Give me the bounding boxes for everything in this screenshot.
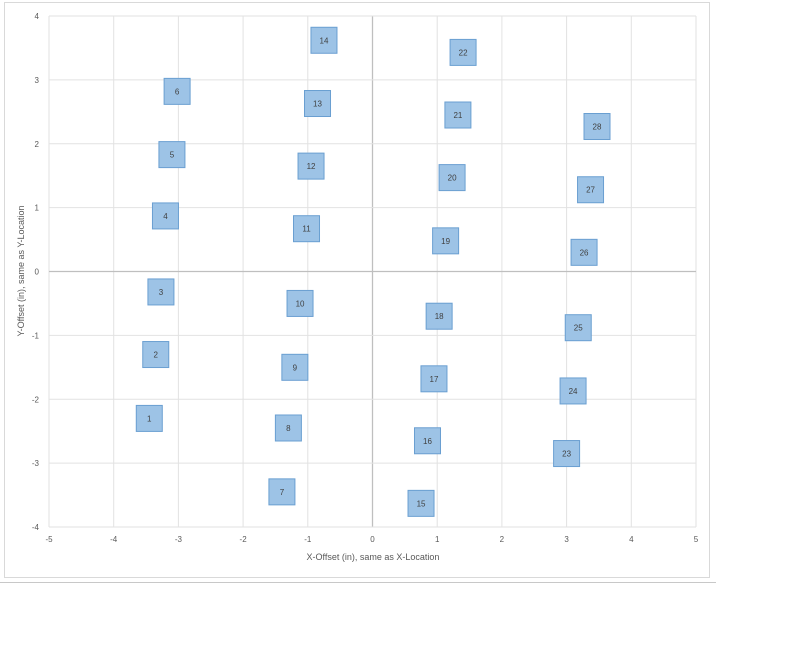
data-point-label: 13 [313, 100, 322, 109]
data-point-marker [304, 90, 332, 118]
y-tick-label: 0 [35, 268, 40, 277]
data-point-marker [570, 238, 598, 266]
y-axis-tick-labels: -4 -3 -2 -1 0 1 2 3 4 [32, 12, 40, 532]
data-point-label: 28 [593, 123, 602, 132]
data-point-marker [564, 314, 592, 342]
data-point-marker [147, 278, 175, 306]
data-point-label: 12 [307, 162, 316, 171]
data-point-marker [310, 26, 338, 54]
chart-frame [4, 2, 710, 578]
data-point-label: 1 [147, 414, 152, 423]
data-point-label: 7 [280, 488, 285, 497]
data-point-marker [438, 164, 466, 192]
x-tick-label: 4 [629, 535, 634, 544]
data-point-marker [163, 77, 191, 105]
y-tick-label: 1 [35, 204, 40, 213]
y-tick-label: -2 [32, 395, 40, 404]
data-point-label: 20 [448, 174, 457, 183]
data-markers: 1234567891011121314151617181920212223242… [135, 26, 611, 517]
y-tick-label: 4 [35, 12, 40, 21]
data-point-marker [553, 440, 581, 468]
data-point-marker [583, 113, 611, 141]
data-point-marker [274, 414, 302, 442]
data-point-label: 14 [320, 36, 329, 45]
data-point-marker [444, 101, 472, 129]
x-tick-label: 0 [370, 535, 375, 544]
data-point-marker [158, 141, 186, 169]
data-point-label: 27 [586, 186, 595, 195]
data-point-marker [420, 365, 448, 393]
y-axis-title: Y-Offset (in), same as Y-Location [16, 205, 26, 336]
y-tick-label: -1 [32, 331, 40, 340]
gridlines [48, 15, 697, 528]
data-point-label: 25 [574, 324, 583, 333]
data-point-marker [293, 215, 321, 243]
data-point-marker [577, 176, 605, 204]
data-point-marker [286, 289, 314, 317]
data-point-label: 22 [459, 48, 468, 57]
data-point-marker [449, 38, 477, 66]
y-tick-label: -3 [32, 459, 40, 468]
data-point-marker [432, 227, 460, 255]
data-point-marker [151, 202, 179, 230]
data-point-label: 21 [453, 111, 462, 120]
data-point-label: 6 [175, 87, 180, 96]
data-point-label: 10 [296, 299, 305, 308]
data-point-label: 11 [302, 225, 311, 234]
data-point-label: 9 [293, 363, 298, 372]
data-point-marker [559, 377, 587, 405]
x-tick-label: -2 [240, 535, 248, 544]
data-point-marker [135, 404, 163, 432]
data-point-label: 26 [580, 248, 589, 257]
data-point-marker [142, 341, 170, 369]
y-tick-label: -4 [32, 523, 40, 532]
data-point-label: 2 [154, 351, 159, 360]
data-point-label: 8 [286, 424, 291, 433]
y-tick-label: 3 [35, 76, 40, 85]
x-axis-tick-labels: -5 -4 -3 -2 -1 0 1 2 3 4 5 [45, 535, 698, 544]
y-tick-label: 2 [35, 140, 40, 149]
x-tick-label: -5 [45, 535, 53, 544]
data-point-marker [297, 152, 325, 180]
data-point-marker [268, 478, 296, 506]
data-point-marker [281, 353, 309, 381]
data-point-label: 3 [159, 288, 164, 297]
data-point-label: 23 [562, 450, 571, 459]
data-point-marker [407, 489, 435, 517]
data-point-marker [425, 302, 453, 330]
x-tick-label: 5 [694, 535, 699, 544]
data-point-label: 24 [569, 387, 578, 396]
data-point-label: 17 [430, 375, 439, 384]
data-point-marker [413, 427, 441, 455]
x-tick-label: -4 [110, 535, 118, 544]
divider-line [0, 582, 716, 583]
data-point-label: 19 [441, 237, 450, 246]
x-axis-title: X-Offset (in), same as X-Location [307, 552, 440, 562]
x-tick-label: -1 [304, 535, 312, 544]
data-point-label: 15 [417, 499, 426, 508]
x-tick-label: 3 [564, 535, 569, 544]
x-tick-label: 2 [500, 535, 505, 544]
data-point-label: 16 [423, 437, 432, 446]
data-point-label: 5 [170, 151, 175, 160]
data-point-label: 18 [435, 312, 444, 321]
data-point-label: 4 [163, 212, 168, 221]
x-tick-label: -3 [175, 535, 183, 544]
x-tick-label: 1 [435, 535, 440, 544]
